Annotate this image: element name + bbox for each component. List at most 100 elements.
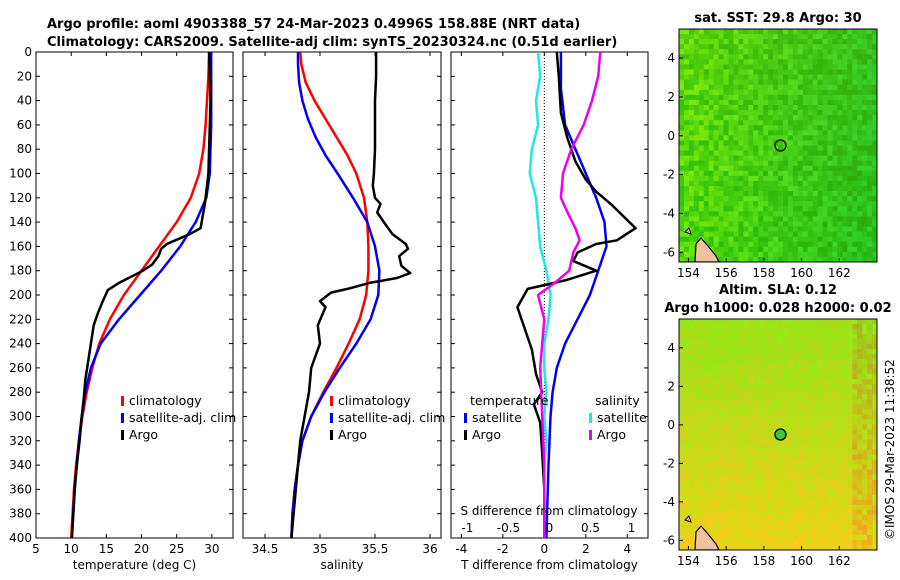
map-cell	[797, 399, 804, 405]
map-cell	[807, 84, 814, 91]
map-cell	[872, 544, 877, 550]
map-cell	[847, 334, 853, 340]
map-cell	[807, 165, 814, 172]
map-cell	[857, 226, 863, 233]
map-cell	[698, 221, 705, 228]
map-cell	[718, 379, 725, 385]
map-cell	[748, 354, 754, 360]
map-cell	[872, 251, 877, 258]
map-cell	[688, 145, 695, 152]
map-cell	[768, 444, 774, 451]
map-cell	[748, 499, 754, 506]
map-cell	[842, 84, 848, 91]
map-cell	[822, 216, 829, 223]
map-cell	[852, 374, 858, 380]
map-cell	[807, 170, 814, 177]
map-cell	[738, 201, 744, 207]
y-tick-label: 200	[9, 288, 32, 302]
map-cell	[728, 221, 735, 228]
map-cell	[792, 59, 799, 66]
map-cell	[787, 449, 794, 456]
map-cell	[872, 379, 877, 385]
map-cell	[758, 354, 764, 360]
map-cell	[763, 334, 769, 340]
map-cell	[708, 359, 715, 365]
y-tick-label: 40	[17, 94, 32, 108]
map-cell	[753, 429, 759, 436]
map-cell	[857, 344, 863, 350]
map-cell	[782, 201, 789, 207]
map-cell	[847, 414, 853, 421]
map-cell	[708, 115, 715, 121]
map-cell	[847, 474, 853, 481]
map-cell	[679, 524, 685, 531]
map-cell	[713, 39, 720, 45]
map-cell	[832, 534, 838, 541]
map-cell	[872, 349, 877, 355]
map-cell	[713, 344, 720, 350]
map-cell	[817, 444, 824, 451]
map-cell	[708, 241, 715, 248]
map-cell	[782, 524, 789, 531]
map-cell	[698, 69, 705, 76]
map-cell	[713, 211, 720, 218]
map-cell	[723, 251, 730, 258]
map-cell	[679, 324, 685, 330]
sla-map-subtitle: Argo h1000: 0.028 h2000: 0.02	[664, 301, 891, 316]
map-cell	[832, 125, 838, 131]
map-cell	[688, 69, 695, 76]
map-cell	[782, 180, 789, 187]
map-cell	[773, 125, 779, 131]
map-cell	[733, 145, 739, 152]
map-cell	[708, 59, 715, 66]
map-cell	[738, 160, 744, 167]
map-cell	[817, 434, 824, 441]
map-cell	[748, 246, 754, 253]
map-cell	[802, 349, 809, 355]
map-cell	[847, 439, 853, 446]
map-cell	[763, 130, 769, 136]
map-cell	[847, 534, 853, 541]
map-cell	[748, 69, 754, 76]
map-cell	[822, 231, 829, 238]
map-cell	[812, 469, 819, 476]
map-cell	[782, 256, 789, 262]
map-cell	[817, 130, 824, 136]
map-cell	[753, 504, 759, 511]
map-cell	[768, 241, 774, 248]
map-cell	[773, 34, 779, 40]
map-cell	[792, 414, 799, 421]
map-cell	[728, 479, 735, 486]
map-cell	[792, 226, 799, 233]
map-cell	[743, 135, 749, 142]
map-cell	[847, 34, 853, 40]
map-cell	[773, 64, 779, 71]
map-cell	[862, 69, 868, 76]
map-cell	[718, 175, 725, 182]
map-cell	[812, 419, 819, 426]
map-cell	[832, 434, 838, 441]
map-cell	[787, 339, 794, 345]
map-cell	[862, 514, 868, 521]
map-cell	[768, 354, 774, 360]
map-cell	[827, 529, 834, 536]
map-cell	[857, 54, 863, 60]
map-cell	[683, 175, 690, 182]
map-cell	[817, 135, 824, 142]
map-cell	[778, 69, 784, 76]
map-cell	[738, 34, 744, 40]
map-cell	[708, 44, 715, 50]
map-cell	[679, 236, 685, 243]
map-cell	[723, 49, 730, 55]
map-cell	[763, 414, 769, 421]
map-cell	[728, 44, 735, 50]
map-cell	[753, 191, 759, 197]
map-cell	[693, 59, 700, 66]
map-cell	[728, 186, 735, 192]
map-cell	[872, 434, 877, 441]
map-cell	[782, 94, 789, 101]
map-cell	[827, 434, 834, 441]
map-cell	[822, 49, 829, 55]
map-cell	[778, 44, 784, 50]
map-cell	[679, 529, 685, 536]
